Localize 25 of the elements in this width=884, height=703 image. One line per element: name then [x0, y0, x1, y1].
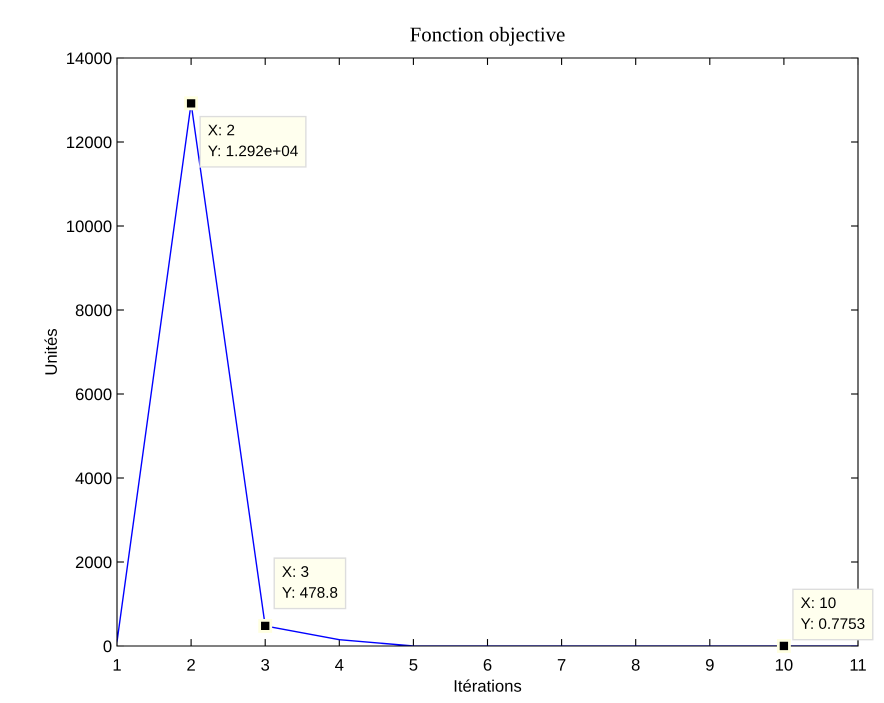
- x-axis-title: Itérations: [454, 679, 522, 692]
- y-tick-label: 14000: [67, 52, 112, 64]
- y-tick-label: 4000: [75, 472, 112, 484]
- y-tick-label: 0: [104, 640, 112, 652]
- x-tick-label: 7: [558, 659, 566, 671]
- annotation: X: 2 Y: 1.292e+04: [208, 124, 298, 156]
- x-tick-label: 1: [114, 659, 121, 671]
- x-tick-label: 3: [261, 658, 270, 671]
- annotation: X: 3 Y: 478.8: [282, 566, 338, 598]
- y-tick-label: 12000: [67, 136, 112, 148]
- x-tick-label: 6: [484, 658, 492, 671]
- x-tick-label: 8: [632, 658, 640, 671]
- annotation: X: 10 Y: 0.7753: [800, 597, 864, 630]
- y-tick-label: 6000: [76, 388, 112, 400]
- x-tick-label: 11: [850, 659, 866, 671]
- x-tick-label: 5: [409, 659, 418, 671]
- y-axis-title: Unités: [44, 328, 57, 374]
- x-tick-label: 2: [187, 658, 195, 671]
- y-tick-label: 10000: [67, 220, 112, 232]
- x-tick-label: 9: [706, 658, 714, 671]
- y-tick-label: 2000: [76, 556, 112, 568]
- chart-title: Fonction objective: [410, 26, 565, 46]
- y-tick-label: 8000: [76, 304, 112, 316]
- x-tick-label: 10: [776, 658, 793, 671]
- x-tick-label: 4: [335, 659, 344, 671]
